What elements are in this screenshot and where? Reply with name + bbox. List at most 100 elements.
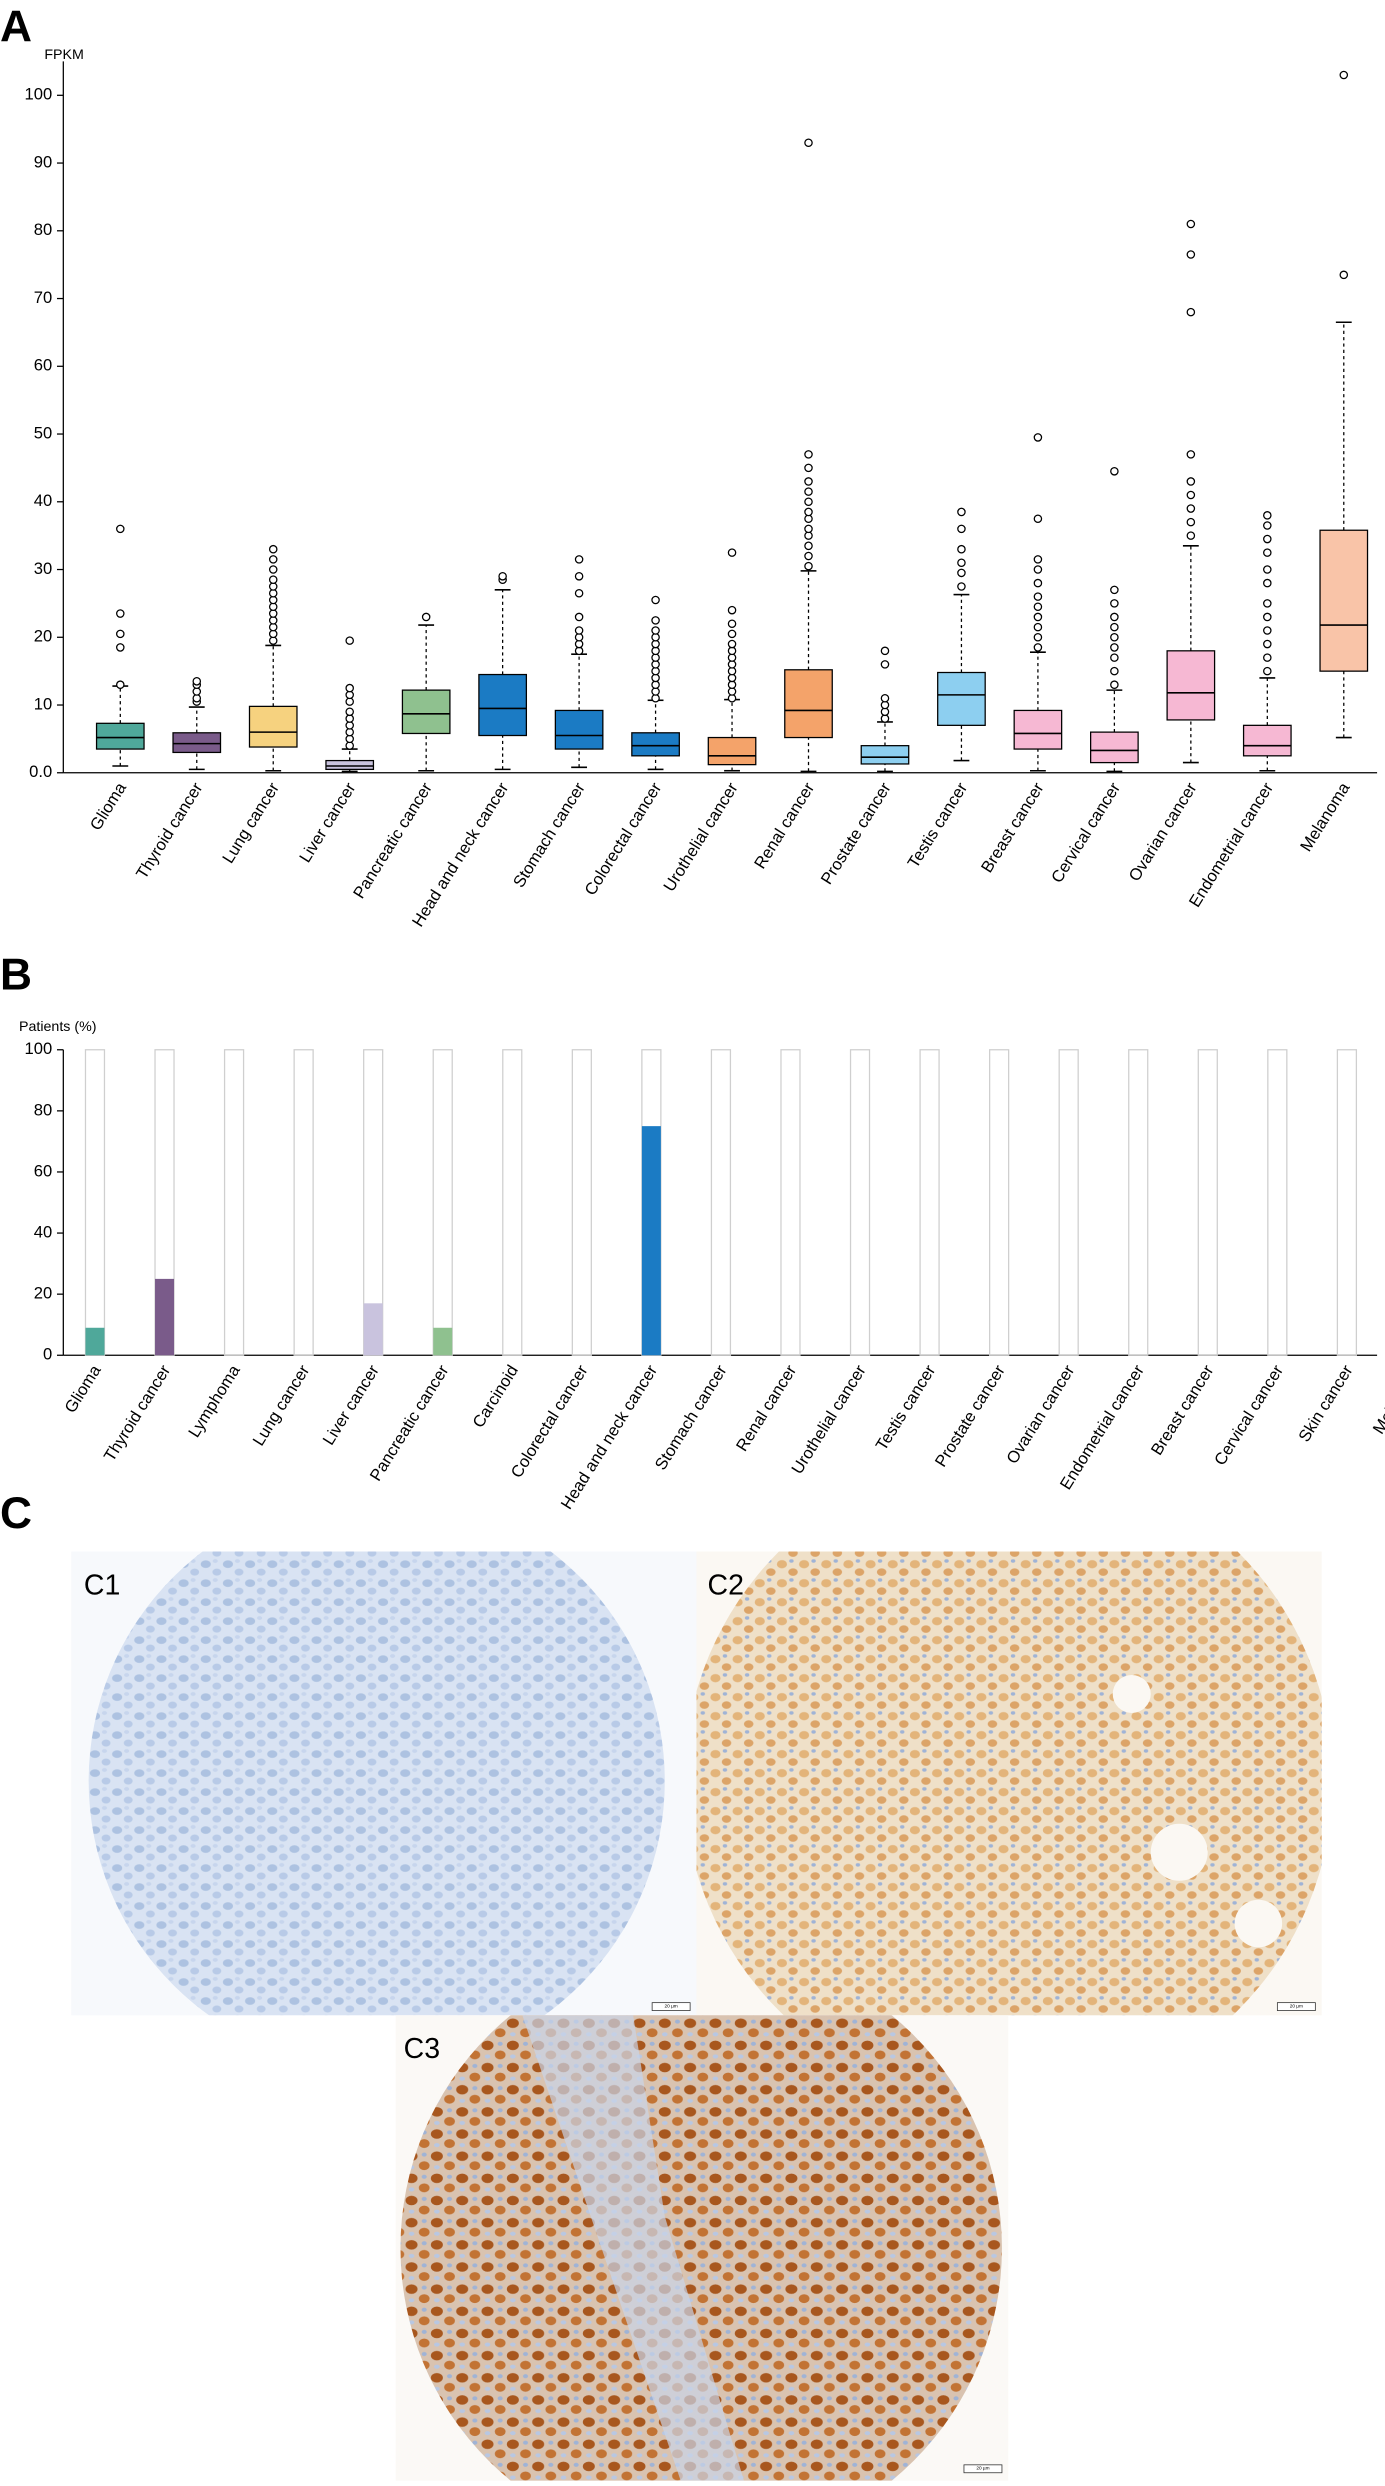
micrograph-label: C2 bbox=[708, 1569, 744, 1601]
x-tick-label: Ovarian cancer bbox=[1003, 1361, 1079, 1467]
box-group bbox=[95, 524, 145, 767]
outlier bbox=[1186, 517, 1196, 527]
outlier bbox=[268, 565, 278, 574]
outlier bbox=[1033, 592, 1043, 601]
bar-background bbox=[363, 1049, 384, 1356]
box bbox=[1166, 650, 1216, 721]
panel-label: B bbox=[0, 951, 32, 1000]
outlier bbox=[880, 646, 890, 656]
scale-bar bbox=[651, 2002, 691, 2011]
outlier bbox=[651, 626, 660, 635]
bar-background bbox=[432, 1049, 453, 1356]
bar-background bbox=[780, 1049, 801, 1356]
outlier bbox=[804, 138, 813, 147]
box-group bbox=[248, 544, 298, 772]
box-group bbox=[554, 555, 604, 769]
outlier bbox=[1033, 643, 1043, 652]
outlier bbox=[116, 524, 125, 534]
outlier bbox=[1263, 666, 1272, 676]
box-group bbox=[1319, 70, 1369, 739]
outlier bbox=[268, 555, 278, 564]
outlier bbox=[1110, 632, 1119, 642]
y-tick-label: 20 bbox=[34, 1284, 52, 1303]
outlier bbox=[116, 629, 125, 639]
bar-background bbox=[223, 1049, 245, 1356]
outlier bbox=[804, 497, 813, 507]
panel-label: C bbox=[0, 1489, 32, 1538]
x-tick-label: Lymphoma bbox=[184, 1361, 244, 1441]
outlier bbox=[804, 561, 813, 571]
x-tick-label: Prostate cancer bbox=[817, 779, 895, 888]
outlier bbox=[1263, 612, 1272, 622]
x-tick-label: Melanoma bbox=[1296, 778, 1354, 854]
outlier bbox=[574, 588, 584, 598]
x-tick-label: Urothelial cancer bbox=[660, 779, 742, 895]
y-tick-label: 50 bbox=[34, 423, 52, 442]
y-axis-title: Patients (%) bbox=[19, 1019, 97, 1035]
outlier bbox=[1339, 270, 1349, 280]
x-tick-label: Carcinoid bbox=[469, 1362, 522, 1432]
box bbox=[1090, 731, 1139, 764]
bar-background bbox=[919, 1049, 940, 1356]
outlier bbox=[574, 612, 584, 622]
outlier bbox=[1033, 565, 1043, 574]
box-group bbox=[707, 548, 757, 772]
outlier bbox=[957, 558, 966, 568]
x-tick-label: Cervical cancer bbox=[1047, 779, 1124, 887]
outlier bbox=[1186, 531, 1196, 540]
box bbox=[860, 745, 910, 765]
outlier bbox=[1263, 599, 1272, 608]
outlier bbox=[1033, 555, 1043, 564]
bar bbox=[641, 1126, 661, 1356]
x-tick-label: Skin cancer bbox=[1295, 1361, 1357, 1445]
outlier bbox=[1263, 626, 1272, 635]
y-tick-label: 20 bbox=[34, 627, 52, 646]
outlier bbox=[1110, 612, 1119, 622]
box-group bbox=[325, 636, 375, 773]
outlier bbox=[1263, 578, 1272, 588]
y-tick-label: 100 bbox=[25, 85, 53, 104]
x-tick-label: Prostate cancer bbox=[931, 1361, 1009, 1470]
outlier bbox=[1110, 653, 1119, 662]
outlier bbox=[804, 524, 813, 534]
outlier bbox=[804, 477, 813, 486]
box-group bbox=[1242, 511, 1292, 772]
outlier bbox=[1186, 250, 1196, 259]
y-axis-title: FPKM bbox=[44, 47, 84, 63]
bar-background bbox=[989, 1049, 1010, 1356]
box bbox=[401, 689, 451, 735]
outlier bbox=[727, 639, 737, 649]
x-tick-label: Melanoma bbox=[1369, 1361, 1385, 1437]
outlier bbox=[804, 541, 813, 551]
y-tick-label: 80 bbox=[34, 220, 52, 239]
x-tick-label: Endometrial cancer bbox=[1185, 779, 1277, 911]
y-tick-label: 40 bbox=[34, 1222, 52, 1241]
box bbox=[248, 705, 298, 748]
box bbox=[325, 759, 375, 771]
outlier bbox=[1033, 514, 1043, 523]
outlier bbox=[574, 572, 584, 581]
outlier bbox=[1186, 219, 1196, 229]
box bbox=[478, 673, 528, 737]
x-tick-label: Liver cancer bbox=[295, 779, 359, 866]
outlier bbox=[804, 463, 813, 473]
outlier bbox=[727, 605, 737, 615]
outlier bbox=[1110, 622, 1119, 632]
y-tick-label: 0.0 bbox=[29, 762, 52, 781]
bar bbox=[85, 1327, 105, 1356]
outlier bbox=[957, 507, 966, 517]
box bbox=[707, 736, 757, 766]
x-tick-label: Renal cancer bbox=[750, 779, 818, 872]
bar-background bbox=[1128, 1049, 1149, 1356]
x-tick-label: Glioma bbox=[61, 1361, 105, 1416]
x-tick-label: Colorectal cancer bbox=[581, 779, 666, 899]
outlier bbox=[1110, 680, 1119, 689]
micrograph-label: C3 bbox=[404, 2033, 440, 2065]
outlier bbox=[1186, 450, 1196, 459]
outlier bbox=[727, 619, 737, 628]
outlier bbox=[1186, 490, 1196, 500]
x-tick-label: Stomach cancer bbox=[509, 779, 589, 891]
outlier bbox=[1263, 653, 1272, 662]
x-tick-label: Cervical cancer bbox=[1210, 1361, 1287, 1469]
